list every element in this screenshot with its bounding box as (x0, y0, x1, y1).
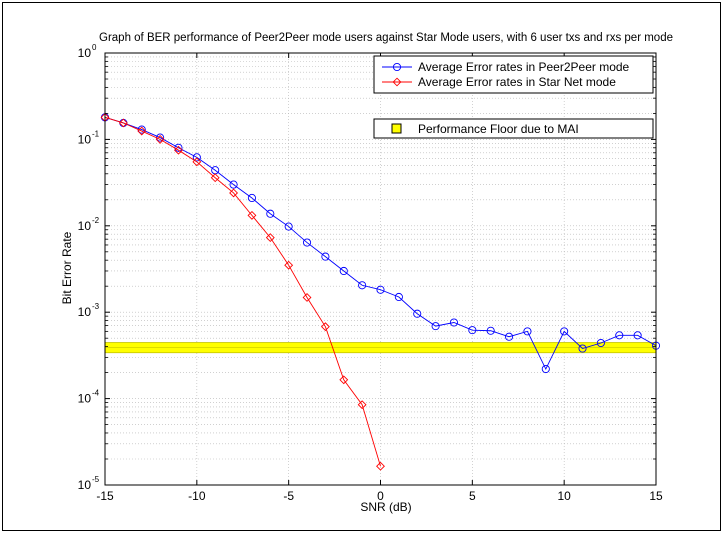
data-point-circle (266, 209, 275, 218)
data-point-diamond (320, 322, 330, 332)
data-point-circle (247, 193, 256, 203)
data-point-circle (431, 322, 440, 331)
series-line-0 (104, 116, 657, 371)
data-point-diamond (229, 188, 239, 198)
legend-box (373, 55, 654, 94)
x-tick-label: 5 (469, 489, 476, 503)
data-point-diamond (302, 293, 312, 302)
data-point-diamond (284, 260, 294, 270)
x-tick-label: 15 (649, 489, 663, 503)
data-point-circle (302, 238, 312, 247)
data-point-diamond (118, 118, 128, 128)
legend-label-peer2peer: Average Error rates in Peer2Peer mode (418, 60, 630, 74)
data-point-diamond (137, 126, 147, 136)
grid (104, 52, 657, 486)
data-point-circle (192, 153, 201, 162)
data-point-circle (578, 344, 587, 353)
data-point-diamond (357, 400, 367, 410)
y-tick-label: 10 (78, 478, 92, 492)
x-tick-label: 0 (377, 489, 384, 503)
data-point-circle (541, 364, 550, 374)
data-point-circle (284, 222, 293, 231)
data-point-circle (486, 326, 495, 335)
data-point-diamond (265, 233, 275, 243)
data-point-circle (505, 332, 514, 341)
data-point-circle (596, 338, 605, 348)
ber-chart: Graph of BER performance of Peer2Peer mo… (60, 32, 673, 514)
legend-entry-peer2peer: Average Error rates in Peer2Peer mode (382, 60, 630, 74)
floor-legend-label: Performance Floor due to MAI (418, 122, 579, 136)
data-point-diamond (210, 173, 220, 183)
data-point-diamond (247, 210, 257, 220)
y-tick-label: 10 (78, 305, 92, 319)
y-tick-label: 10 (78, 219, 92, 233)
y-tick-label: 10 (78, 132, 92, 146)
y-tick-exponent: -4 (92, 389, 100, 398)
y-tick-label: 10 (78, 46, 92, 60)
data-point-circle (339, 266, 348, 276)
x-tick-label: -5 (283, 489, 294, 503)
series-line-1 (104, 116, 381, 467)
y-tick-exponent: -1 (92, 129, 100, 138)
data-point-circle (376, 285, 385, 294)
chart-title: Graph of BER performance of Peer2Peer mo… (99, 32, 673, 44)
legend-marker-diamond-icon (392, 77, 402, 87)
data-point-circle (523, 327, 532, 336)
data-point-diamond (376, 461, 385, 471)
data-point-diamond (192, 157, 202, 167)
x-axis-label: SNR (dB) (360, 500, 411, 514)
legend: Average Error rates in Peer2Peer mode Av… (373, 55, 654, 94)
floor-legend-box (373, 118, 654, 139)
floor-legend: Performance Floor due to MAI (373, 118, 654, 139)
data-point-circle (560, 327, 569, 336)
y-tick-exponent: -5 (92, 475, 100, 484)
data-point-circle (413, 309, 422, 318)
data-point-circle (449, 318, 459, 327)
data-point-diamond (339, 375, 349, 385)
data-point-circle (229, 180, 238, 189)
data-point-circle (358, 281, 367, 290)
x-tick-label: 10 (557, 489, 571, 503)
floor-legend-swatch-icon (391, 123, 402, 134)
legend-entry-star-net: Average Error rates in Star Net mode (382, 75, 616, 89)
data-point-circle (321, 252, 330, 261)
y-tick-label: 10 (78, 392, 92, 406)
legend-label-star-net: Average Error rates in Star Net mode (418, 75, 616, 89)
x-tick-label: -10 (188, 489, 206, 503)
performance-floor (105, 342, 656, 354)
data-point-circle (615, 331, 624, 340)
data-point-circle (394, 292, 403, 302)
y-tick-exponent: -3 (92, 302, 100, 311)
data-point-circle (468, 326, 477, 335)
data-point-diamond (155, 134, 165, 144)
series-layer (100, 112, 661, 471)
y-tick-exponent: 0 (92, 43, 97, 52)
data-point-diamond (174, 145, 183, 155)
y-axis-label: Bit Error Rate (60, 231, 74, 304)
x-tick-label: -15 (96, 489, 114, 503)
y-tick-exponent: -2 (92, 216, 100, 225)
legend-marker-circle-icon (392, 62, 402, 72)
data-point-circle (633, 331, 642, 340)
